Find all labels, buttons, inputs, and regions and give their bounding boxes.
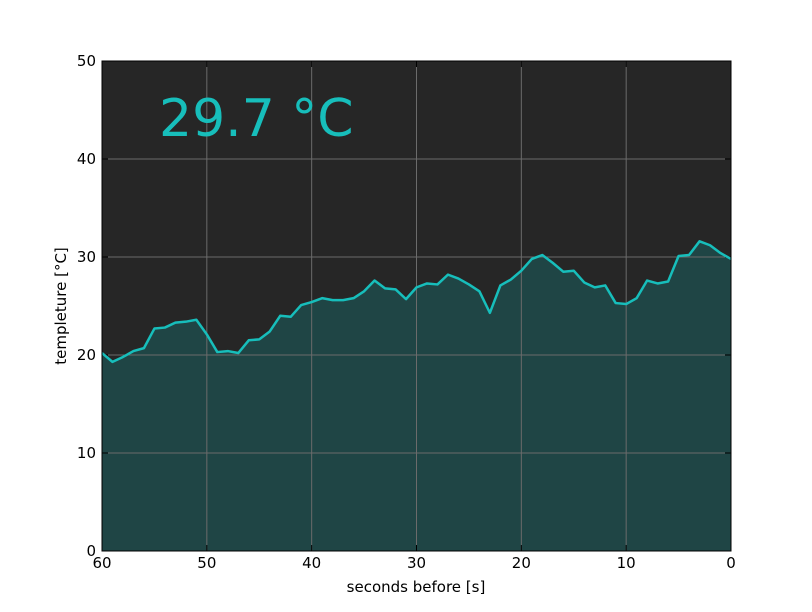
y-tick-label: 30 [77, 248, 96, 266]
x-tick-label: 60 [92, 554, 111, 572]
x-tick-label: 10 [617, 554, 636, 572]
y-tick-label: 10 [77, 444, 96, 462]
x-axis-label: seconds before [s] [347, 578, 486, 596]
x-tick-label: 50 [197, 554, 216, 572]
x-tick-label: 0 [726, 554, 736, 572]
x-tick-label: 20 [512, 554, 531, 572]
x-tick-label: 40 [302, 554, 321, 572]
x-tick-label: 30 [407, 554, 426, 572]
y-tick-label: 40 [77, 150, 96, 168]
y-tick-label: 20 [77, 346, 96, 364]
plot-layer: 60 50 40 30 20 10 0 0 10 20 30 40 50 29.7 °C [77, 52, 736, 572]
y-tick-label: 50 [77, 52, 96, 70]
y-axis-label: templeture [°C] [52, 247, 70, 365]
annotation: 29.7 °C [159, 89, 354, 149]
y-tick-label: 0 [86, 542, 96, 560]
line [101, 240, 732, 364]
plot-frame [101, 60, 732, 552]
